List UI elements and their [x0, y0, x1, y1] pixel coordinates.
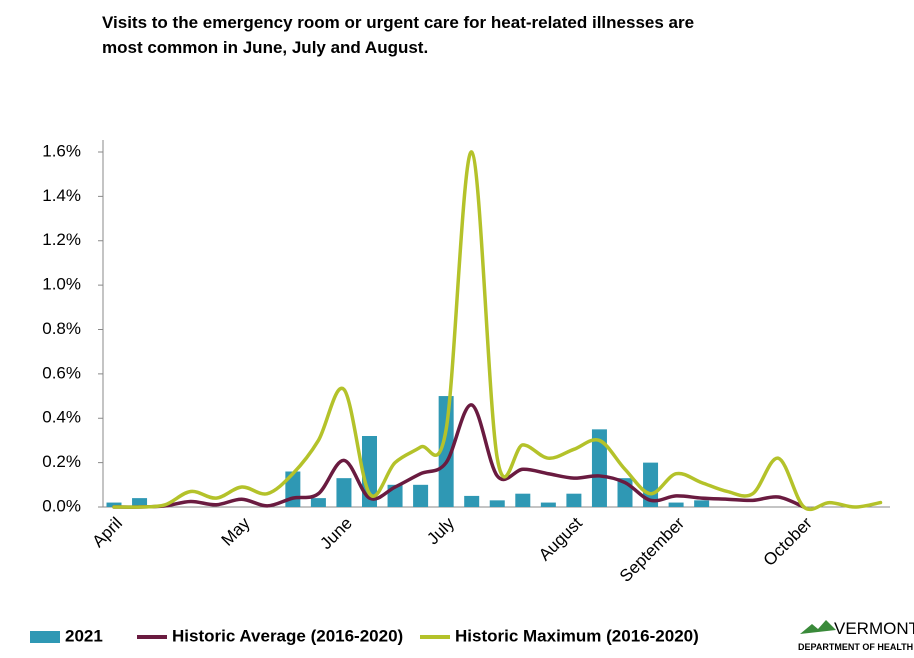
- bar: [694, 500, 710, 507]
- bar: [540, 502, 556, 507]
- bar: [591, 429, 607, 507]
- x-tick-label: September: [616, 513, 688, 585]
- x-tick-label: August: [535, 513, 586, 564]
- legend-item: Historic Average (2016-2020): [137, 626, 403, 645]
- y-tick-label: 0.8%: [42, 319, 81, 338]
- legend-label: Historic Average (2016-2020): [172, 626, 403, 645]
- x-tick-label: July: [423, 513, 458, 548]
- bar: [566, 493, 582, 507]
- chart-title: most common in June, July and August.: [102, 38, 428, 57]
- y-tick-label: 0.2%: [42, 452, 81, 471]
- y-tick-label: 0.0%: [42, 496, 81, 515]
- legend-item: 2021: [30, 626, 103, 645]
- x-tick-label: June: [316, 514, 356, 554]
- bar: [643, 462, 659, 507]
- y-tick-label: 1.6%: [42, 141, 81, 160]
- x-tick-label: April: [89, 514, 126, 551]
- logo-subtitle: DEPARTMENT OF HEALTH: [798, 642, 913, 652]
- y-tick-label: 0.6%: [42, 363, 81, 382]
- y-tick-label: 1.0%: [42, 275, 81, 294]
- legend-swatch: [30, 631, 60, 643]
- bar: [668, 502, 684, 507]
- logo-mountain: [800, 620, 836, 634]
- bar: [413, 484, 429, 507]
- bar: [310, 498, 326, 507]
- bar: [464, 495, 480, 507]
- bar: [336, 478, 352, 507]
- x-tick-label: October: [760, 513, 816, 569]
- legend-label: 2021: [65, 626, 103, 645]
- bar: [438, 396, 454, 507]
- bar: [106, 502, 122, 507]
- bar: [515, 493, 531, 507]
- legend-label: Historic Maximum (2016-2020): [455, 626, 699, 645]
- logo-name: VERMONT: [834, 619, 914, 638]
- bar: [132, 498, 148, 507]
- line: [112, 150, 883, 512]
- legend-item: Historic Maximum (2016-2020): [420, 626, 699, 645]
- y-tick-label: 1.4%: [42, 186, 81, 205]
- x-tick-label: May: [218, 513, 254, 549]
- y-tick-label: 1.2%: [42, 230, 81, 249]
- chart-title: Visits to the emergency room or urgent c…: [102, 13, 694, 32]
- y-tick-label: 0.4%: [42, 408, 81, 427]
- bar: [489, 500, 505, 507]
- logo: VERMONT DEPARTMENT OF HEALTH: [798, 619, 914, 652]
- line: [112, 403, 806, 509]
